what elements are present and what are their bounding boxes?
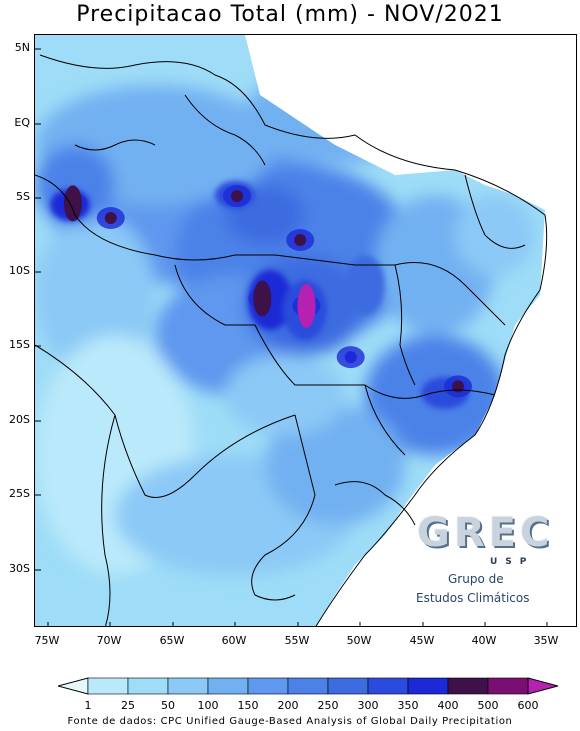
colorbar bbox=[58, 677, 558, 695]
map-canvas bbox=[35, 35, 548, 626]
colorbar-box bbox=[487, 677, 529, 695]
precipitation-maximum bbox=[294, 233, 307, 246]
lat-label-15s: 15S bbox=[9, 338, 30, 351]
colorbar-tick-label: 600 bbox=[517, 699, 539, 712]
colorbar-tick-label: 250 bbox=[317, 699, 339, 712]
lon-label-50w: 50W bbox=[346, 634, 372, 647]
data-source-note: Fonte de dados: CPC Unified Gauge-Based … bbox=[67, 716, 513, 727]
lat-label-5n: 5N bbox=[14, 41, 30, 54]
colorbar-tick-label: 500 bbox=[477, 699, 499, 712]
lat-label-10s: 10S bbox=[9, 264, 30, 277]
colorbar-low-triangle bbox=[58, 677, 89, 695]
colorbar-tick-label: 350 bbox=[397, 699, 419, 712]
colorbar-tick-label: 300 bbox=[357, 699, 379, 712]
logo-usp: USP bbox=[490, 557, 535, 567]
colorbar-tick-label: 25 bbox=[121, 699, 135, 712]
axis-ticks bbox=[35, 48, 548, 626]
colorbar-box bbox=[367, 677, 409, 695]
lon-label-70w: 70W bbox=[96, 634, 122, 647]
logo-line-1: Grupo de bbox=[448, 572, 504, 586]
colorbar-high-triangle bbox=[527, 677, 558, 695]
lat-label-5s: 5S bbox=[16, 190, 30, 203]
lon-label-35w: 35W bbox=[533, 634, 559, 647]
grec-usp-logo: GREC USP Grupo de Estudos Climáticos bbox=[412, 510, 562, 610]
lat-label-25s: 25S bbox=[9, 487, 30, 500]
lon-label-55w: 55W bbox=[284, 634, 310, 647]
precipitation-maximum bbox=[253, 280, 272, 317]
colorbar-box bbox=[287, 677, 329, 695]
precipitation-maximum bbox=[231, 190, 244, 203]
lon-label-60w: 60W bbox=[221, 634, 247, 647]
colorbar-box bbox=[247, 677, 289, 695]
precipitation-map bbox=[34, 34, 577, 627]
precipitation-maximum bbox=[297, 283, 316, 328]
precipitation-maximum bbox=[452, 380, 465, 393]
colorbar-box bbox=[207, 677, 249, 695]
colorbar-tick-label: 200 bbox=[277, 699, 299, 712]
lat-label-30s: 30S bbox=[9, 562, 30, 575]
colorbar-box bbox=[447, 677, 489, 695]
precipitation-maximum bbox=[104, 212, 117, 225]
colorbar-box bbox=[87, 677, 129, 695]
colorbar-tick-label: 150 bbox=[237, 699, 259, 712]
lat-label-eq: EQ bbox=[14, 116, 30, 129]
lon-label-65w: 65W bbox=[159, 634, 185, 647]
colorbar-tick-label: 50 bbox=[161, 699, 175, 712]
colorbar-box bbox=[407, 677, 449, 695]
logo-line-2: Estudos Climáticos bbox=[416, 591, 530, 605]
colorbar-box bbox=[127, 677, 169, 695]
colorbar-tick-label: 100 bbox=[197, 699, 219, 712]
precipitation-maximum bbox=[344, 351, 357, 364]
lon-label-45w: 45W bbox=[409, 634, 435, 647]
precipitation-maximum bbox=[63, 185, 82, 222]
country-borders bbox=[35, 54, 548, 626]
lat-label-20s: 20S bbox=[9, 413, 30, 426]
lon-label-40w: 40W bbox=[471, 634, 497, 647]
lon-label-75w: 75W bbox=[34, 634, 60, 647]
colorbar-tick-label: 400 bbox=[437, 699, 459, 712]
logo-letters: GREC bbox=[417, 510, 554, 556]
colorbar-box bbox=[167, 677, 209, 695]
colorbar-tick-label: 1 bbox=[84, 699, 92, 712]
colorbar-box bbox=[327, 677, 369, 695]
precipitation-maxima bbox=[58, 185, 473, 398]
map-title: Precipitacao Total (mm) - NOV/2021 bbox=[76, 2, 504, 27]
